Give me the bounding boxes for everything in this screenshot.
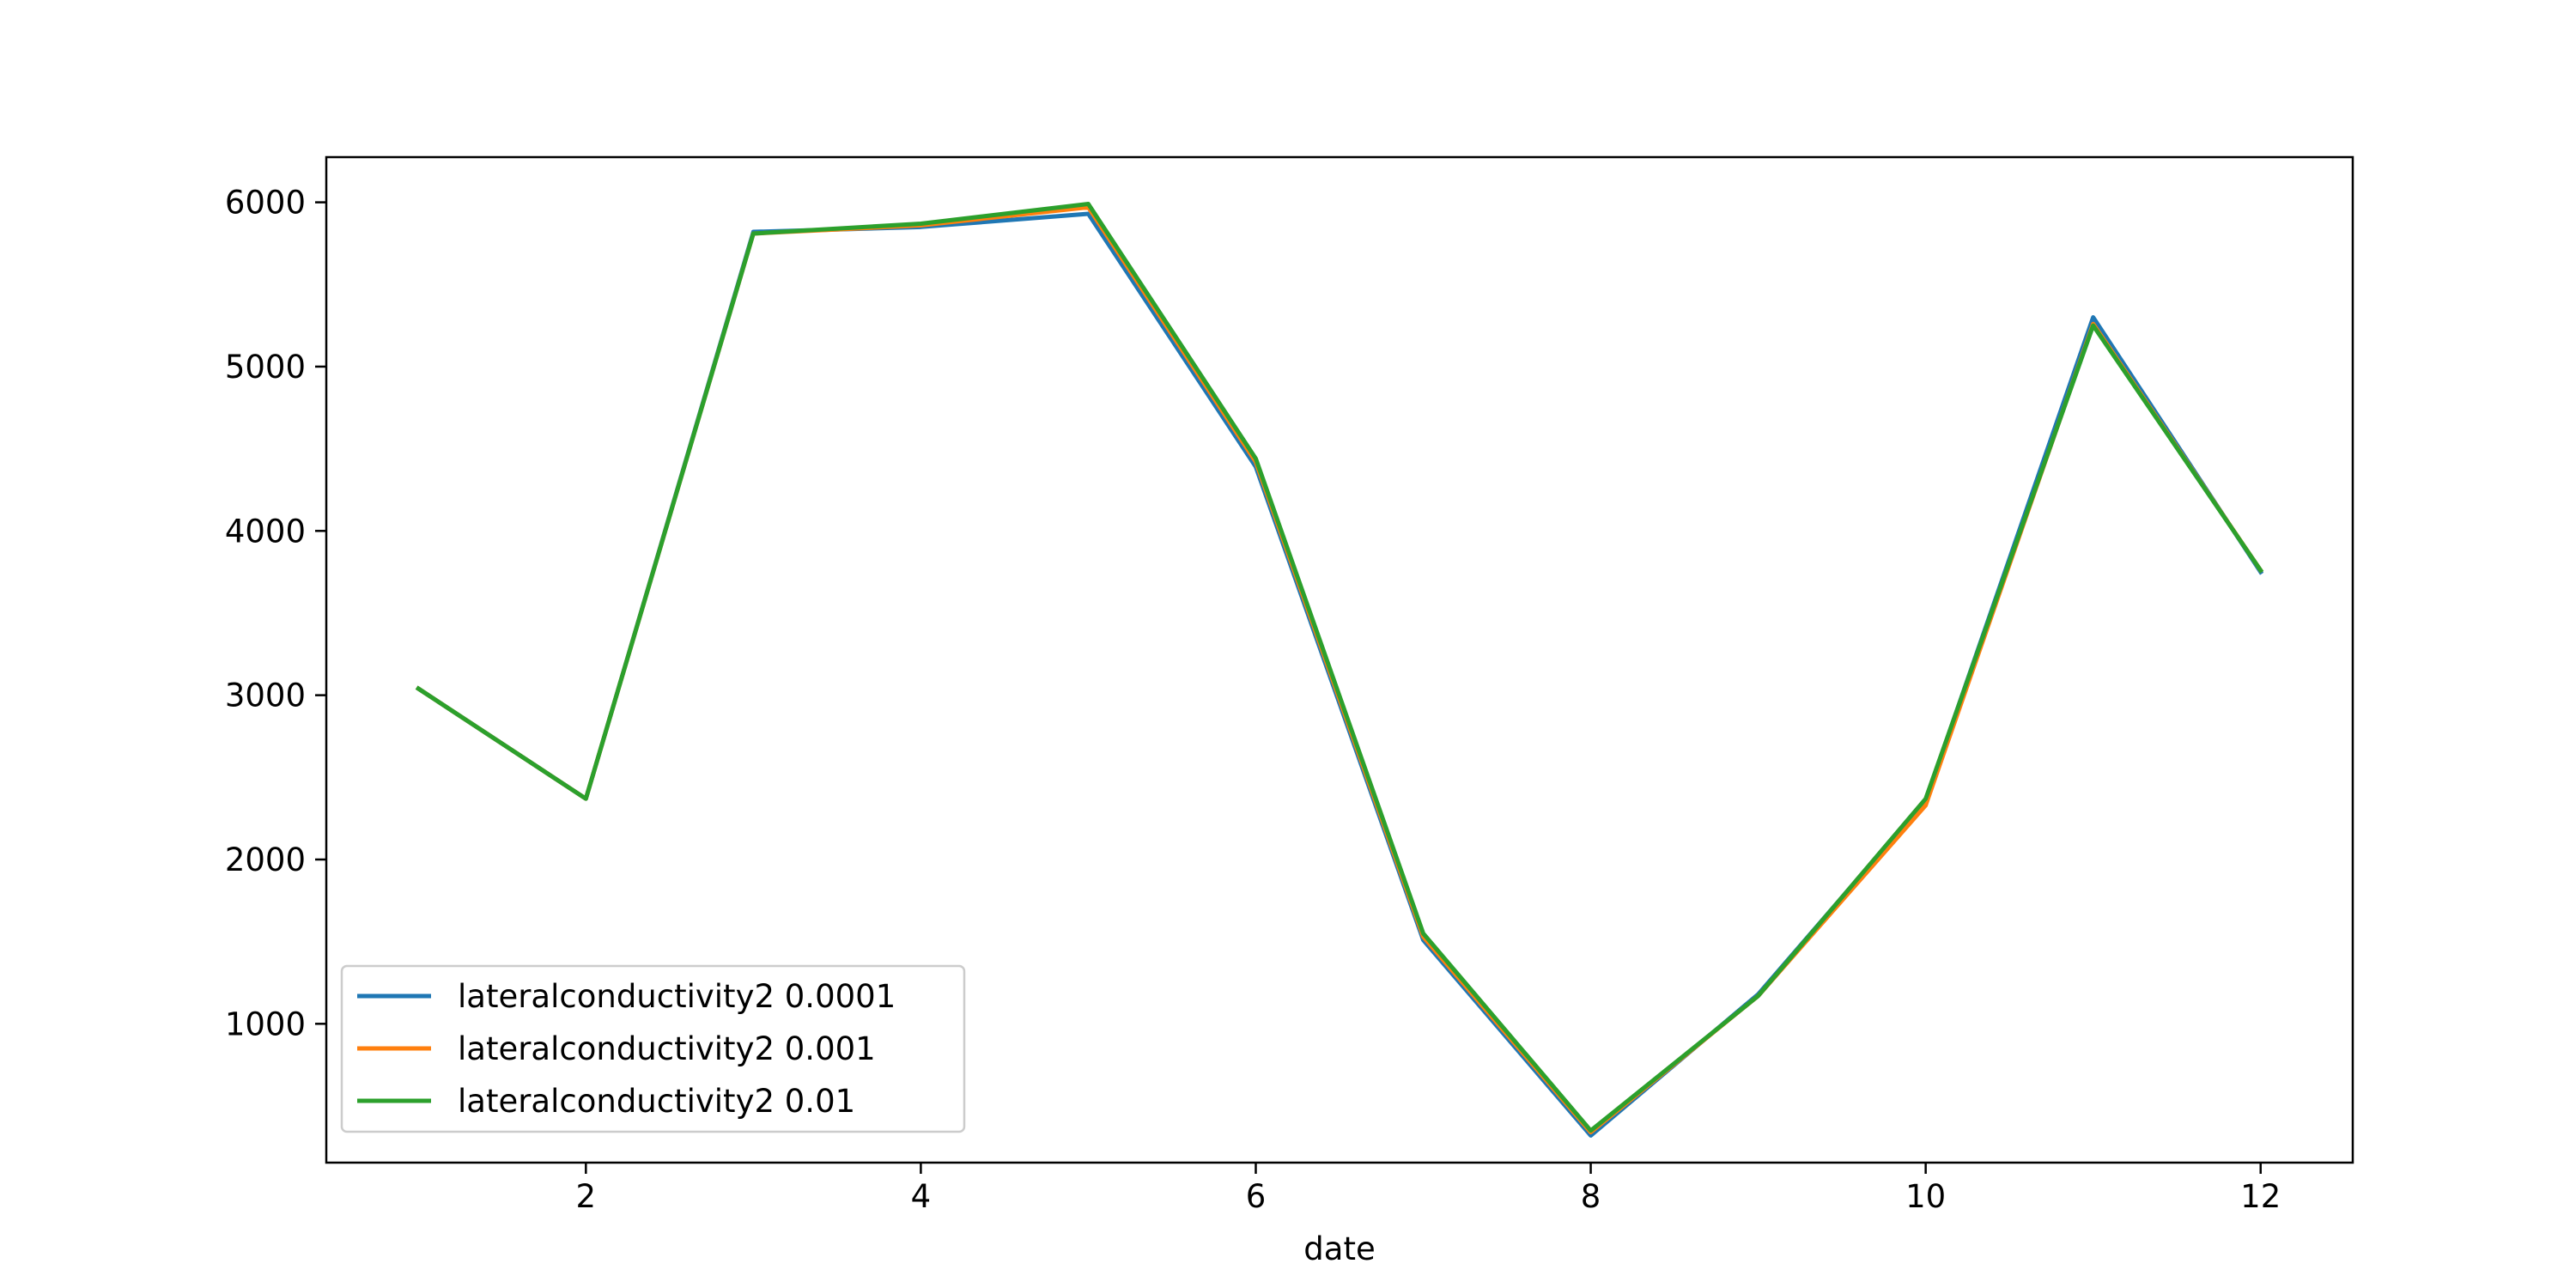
y-axis: 1000 2000 3000 4000 5000 6000 [225, 185, 326, 1042]
legend-label-2: lateralconductivity2 0.001 [458, 1030, 876, 1067]
legend: lateralconductivity2 0.0001 lateralconduc… [340, 964, 966, 1133]
y-tick-label: 5000 [225, 349, 306, 386]
x-tick-label: 6 [1246, 1178, 1267, 1215]
legend-label-1: lateralconductivity2 0.0001 [458, 978, 896, 1015]
x-axis: 2 4 6 8 10 12 [576, 1163, 2281, 1215]
legend-box [340, 964, 966, 1133]
x-tick-label: 10 [1905, 1178, 1946, 1215]
x-tick-label: 8 [1581, 1178, 1601, 1215]
y-tick-label: 2000 [225, 841, 306, 878]
x-tick-label: 2 [576, 1178, 597, 1215]
y-tick-label: 6000 [225, 185, 306, 222]
legend-label-3: lateralconductivity2 0.01 [458, 1083, 855, 1120]
series-line-3 [415, 202, 2264, 1133]
plot-frame [325, 155, 2354, 1164]
y-tick-label: 3000 [225, 677, 306, 714]
x-axis-label: date [1303, 1230, 1375, 1267]
series-layer [415, 202, 2264, 1138]
x-tick-label: 12 [2240, 1178, 2281, 1215]
x-tick-label: 4 [911, 1178, 932, 1215]
y-tick-label: 1000 [225, 1005, 306, 1042]
y-tick-label: 4000 [225, 513, 306, 550]
